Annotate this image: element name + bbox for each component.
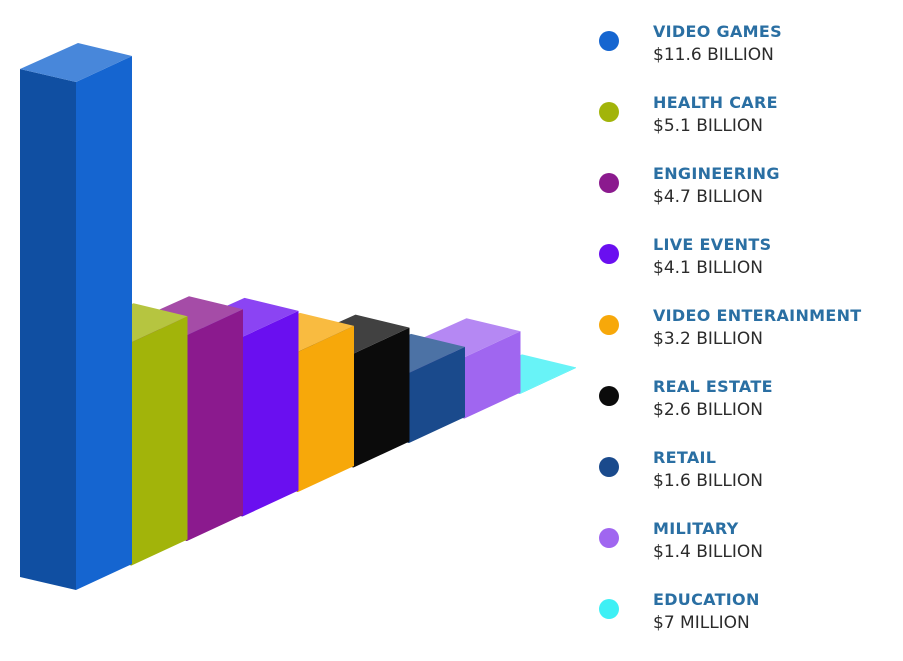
legend-item-military: MILITARY $1.4 BILLION <box>595 519 900 590</box>
legend-label: RETAIL <box>653 448 717 467</box>
bar-face-right <box>187 309 243 541</box>
legend-swatch-engineering <box>599 173 619 193</box>
legend-value: $1.4 BILLION <box>653 542 763 562</box>
legend-label: VIDEO GAMES <box>653 22 782 41</box>
bar-face-right <box>298 325 354 492</box>
legend-label: LIVE EVENTS <box>653 235 772 254</box>
bar-chart-3d <box>20 43 576 590</box>
bar-face-right <box>76 56 132 590</box>
legend-label: VIDEO ENTERAINMENT <box>653 306 862 325</box>
legend-label: EDUCATION <box>653 590 760 609</box>
legend-swatch-education <box>599 599 619 619</box>
legend-item-education: EDUCATION $7 MILLION <box>595 590 900 661</box>
legend: VIDEO GAMES $11.6 BILLION HEALTH CARE $5… <box>595 22 900 661</box>
legend-value: $2.6 BILLION <box>653 400 763 420</box>
legend-swatch-live-events <box>599 244 619 264</box>
legend-item-retail: RETAIL $1.6 BILLION <box>595 448 900 519</box>
legend-swatch-video-entertainment <box>599 315 619 335</box>
legend-swatch-video-games <box>599 31 619 51</box>
legend-item-engineering: ENGINEERING $4.7 BILLION <box>595 164 900 235</box>
legend-item-video-entertainment: VIDEO ENTERAINMENT $3.2 BILLION <box>595 306 900 377</box>
legend-swatch-retail <box>599 457 619 477</box>
legend-item-real-estate: REAL ESTATE $2.6 BILLION <box>595 377 900 448</box>
bar-face-right <box>242 310 299 517</box>
legend-value: $3.2 BILLION <box>653 329 763 349</box>
legend-label: ENGINEERING <box>653 164 780 183</box>
legend-value: $11.6 BILLION <box>653 45 774 65</box>
bar-face-right <box>464 331 521 419</box>
legend-swatch-military <box>599 528 619 548</box>
legend-label: REAL ESTATE <box>653 377 773 396</box>
bar-video-games <box>20 43 132 590</box>
bar-face-top <box>20 43 132 82</box>
legend-value: $5.1 BILLION <box>653 116 763 136</box>
legend-value: $1.6 BILLION <box>653 471 763 491</box>
legend-item-health-care: HEALTH CARE $5.1 BILLION <box>595 93 900 164</box>
legend-value: $7 MILLION <box>653 613 750 633</box>
legend-item-video-games: VIDEO GAMES $11.6 BILLION <box>595 22 900 93</box>
bar-face-right <box>409 346 465 443</box>
legend-swatch-health-care <box>599 102 619 122</box>
bar-face-left <box>20 69 76 590</box>
legend-label: HEALTH CARE <box>653 93 778 112</box>
legend-value: $4.7 BILLION <box>653 187 763 207</box>
bar-face-right <box>131 316 188 566</box>
legend-label: MILITARY <box>653 519 739 538</box>
legend-value: $4.1 BILLION <box>653 258 763 278</box>
legend-item-live-events: LIVE EVENTS $4.1 BILLION <box>595 235 900 306</box>
bar-face-right <box>520 367 576 394</box>
legend-swatch-real-estate <box>599 386 619 406</box>
bar-face-right <box>353 327 410 468</box>
